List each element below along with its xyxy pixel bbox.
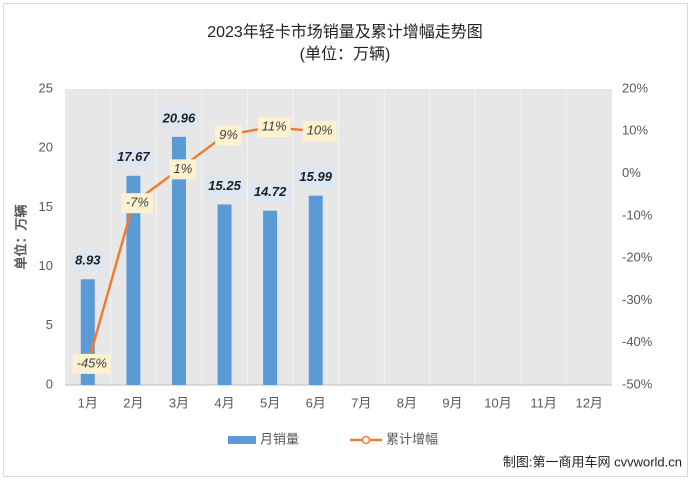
data-label-bg (215, 125, 242, 146)
y-tick-label: 5 (46, 317, 53, 332)
y2-tick-label: -50% (622, 376, 653, 391)
footer: 制图:第一商用车网 cvvworld.cn (503, 454, 682, 469)
x-tick-label: 5月 (260, 395, 280, 410)
data-label-bg (169, 159, 197, 180)
bar (217, 204, 232, 385)
bar (263, 210, 278, 385)
x-tick-label: 3月 (169, 395, 189, 410)
data-label-bg (295, 167, 336, 188)
data-label: 10% (307, 123, 333, 138)
bar (126, 175, 141, 385)
data-label: 11% (262, 118, 287, 133)
data-label: 9% (219, 127, 238, 142)
data-label-bg (113, 147, 154, 168)
data-label-bg (204, 176, 245, 197)
legend-swatch (228, 436, 256, 444)
data-label: 14.72 (254, 184, 287, 199)
data-label: 20.96 (162, 110, 196, 125)
data-label-bg (72, 353, 111, 374)
x-tick-label: 12月 (575, 395, 602, 410)
data-label: 15.99 (299, 169, 332, 184)
x-tick-label: 8月 (397, 395, 417, 410)
y-tick-label: 15 (39, 199, 53, 214)
y2-tick-label: -20% (622, 250, 653, 265)
data-label: -45% (77, 355, 107, 370)
x-tick-label: 1月 (78, 395, 98, 410)
data-label: 15.25 (208, 178, 241, 193)
y-tick-label: 20 (39, 140, 53, 155)
chart-subtitle: (单位：万辆) (300, 45, 391, 63)
data-label: 1% (174, 161, 193, 176)
y-tick-label: 25 (39, 80, 53, 95)
chart-title: 2023年轻卡市场销量及累计增幅走势图 (207, 23, 483, 41)
x-tick-label: 11月 (530, 395, 557, 410)
y-tick-label: 10 (39, 258, 53, 273)
data-label: 17.67 (117, 149, 150, 164)
y-tick-label: 0 (46, 376, 53, 391)
data-label-bg (121, 193, 153, 214)
x-tick-label: 4月 (214, 395, 234, 410)
x-tick-label: 9月 (442, 395, 462, 410)
y2-tick-label: -40% (622, 334, 653, 349)
y2-tick-label: 10% (622, 123, 648, 138)
bar (171, 136, 186, 385)
data-label-bg (71, 251, 105, 272)
y-axis-title: 单位：万辆 (13, 204, 28, 269)
legend-label: 月销量 (260, 431, 299, 446)
x-tick-label: 2月 (123, 395, 143, 410)
x-tick-label: 7月 (351, 395, 371, 410)
data-label-bg (257, 117, 291, 138)
y2-tick-label: 0% (622, 165, 641, 180)
x-tick-label: 10月 (484, 395, 511, 410)
data-label-bg (158, 108, 200, 129)
x-tick-label: 6月 (306, 395, 326, 410)
data-label-bg (302, 121, 337, 142)
data-label: 8.93 (75, 253, 101, 268)
bar (308, 195, 323, 385)
y2-tick-label: 20% (622, 80, 648, 95)
legend-label: 累计增幅 (386, 431, 438, 446)
data-label: -7% (126, 195, 149, 210)
legend-swatch-marker (361, 435, 371, 445)
data-label-bg (249, 182, 291, 203)
y2-tick-label: -30% (622, 292, 653, 307)
y2-tick-label: -10% (622, 207, 653, 222)
